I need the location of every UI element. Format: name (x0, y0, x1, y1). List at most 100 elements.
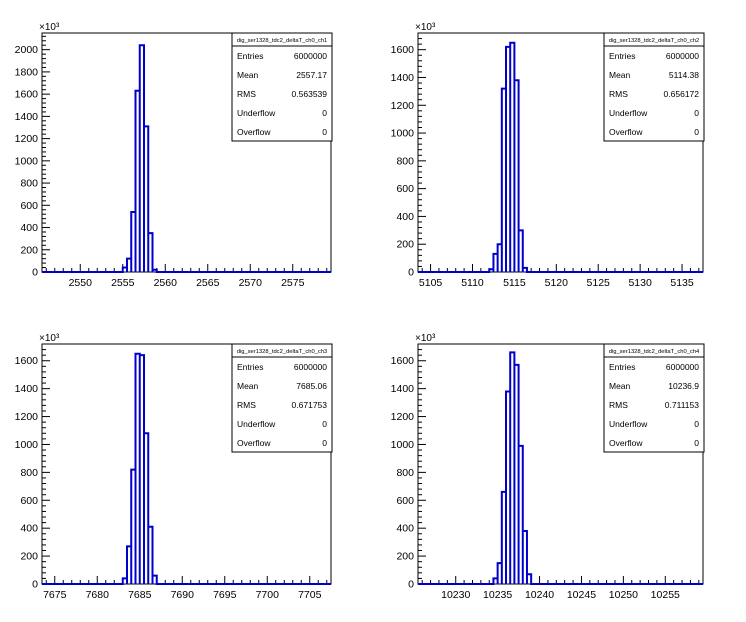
stats-value: 7685.06 (296, 381, 327, 391)
x-tick-label: 5130 (628, 277, 652, 289)
y-exponent-label: ×10³ (39, 333, 60, 344)
stats-value: 0 (322, 127, 327, 137)
x-tick-label: 7705 (298, 589, 322, 601)
stats-box-frame (603, 32, 705, 142)
stats-value: 0 (694, 108, 699, 118)
stats-value: 10236.9 (668, 381, 699, 391)
y-tick-label: 600 (396, 495, 414, 507)
y-exponent-label: ×10³ (415, 22, 436, 33)
stats-label: RMS (609, 400, 628, 410)
histogram-line (418, 351, 703, 585)
stats-box: dig_ser1328_tdc2_deltaT_ch0_ch3 Entries 60… (231, 343, 333, 453)
stats-title: dig_ser1328_tdc2_deltaT_ch0_ch3 (237, 349, 328, 355)
stats-value: 0 (322, 419, 327, 429)
stats-value: 0.671753 (292, 400, 328, 410)
stats-label: Overflow (237, 127, 271, 137)
y-tick-label: 1600 (391, 44, 415, 56)
x-tick-label: 5115 (503, 277, 526, 289)
x-tick-label: 10240 (525, 589, 554, 601)
stats-value: 0 (322, 438, 327, 448)
stats-label: Underflow (609, 419, 648, 429)
x-tick-label: 7685 (128, 589, 152, 601)
stats-value: 0 (694, 438, 699, 448)
x-tick-label: 7680 (86, 589, 110, 601)
x-tick-label: 2575 (281, 277, 305, 289)
stats-label: Overflow (609, 438, 643, 448)
y-tick-label: 400 (20, 222, 38, 234)
y-tick-label: 600 (20, 495, 38, 507)
y-tick-label: 1200 (15, 411, 39, 423)
y-tick-label: 1400 (15, 111, 39, 123)
x-tick-label: 2560 (154, 277, 178, 289)
y-tick-label: 1200 (391, 411, 415, 423)
y-tick-label: 0 (408, 579, 414, 591)
y-tick-label: 1800 (15, 66, 39, 78)
stats-label: Mean (609, 70, 631, 80)
x-tick-label: 5110 (461, 277, 484, 289)
stats-label: Entries (609, 51, 635, 61)
y-tick-label: 600 (396, 183, 414, 195)
y-tick-label: 800 (20, 178, 38, 190)
y-tick-label: 1000 (391, 439, 415, 451)
stats-label: Underflow (237, 419, 276, 429)
y-exponent-label: ×10³ (39, 22, 60, 33)
y-tick-label: 0 (32, 579, 38, 591)
stats-value: 0 (322, 108, 327, 118)
histogram-line (418, 41, 703, 273)
x-tick-label: 7700 (256, 589, 280, 601)
stats-label: Entries (237, 51, 263, 61)
y-tick-label: 1600 (391, 355, 415, 367)
y-tick-label: 1400 (391, 383, 415, 395)
histogram-panel-1: 0 200 400 600 800 1000 1200 1400 1600 1800 2000 255… (15, 22, 333, 289)
histogram-panel-4: 0 200 400 600 800 1000 1200 1400 1600 10230 10235 1… (391, 333, 705, 601)
y-tick-label: 800 (396, 467, 414, 479)
x-tick-label: 10255 (651, 589, 680, 601)
stats-title: dig_ser1328_tdc2_deltaT_ch0_ch2 (609, 38, 700, 44)
x-tick-label: 5120 (545, 277, 569, 289)
y-tick-label: 800 (396, 155, 414, 167)
stats-box-frame (231, 343, 333, 453)
stats-title: dig_ser1328_tdc2_deltaT_ch0_ch1 (237, 38, 328, 44)
x-tick-label: 5105 (419, 277, 443, 289)
y-tick-label: 1400 (391, 72, 415, 84)
histogram-panel-3: 0 200 400 600 800 1000 1200 1400 1600 7675 7680 768… (15, 333, 333, 601)
stats-value: 0.711153 (665, 400, 699, 410)
stats-label: Mean (237, 70, 259, 80)
x-tick-label: 7675 (43, 589, 67, 601)
stats-value: 0 (694, 127, 699, 137)
stats-value: 6000000 (666, 362, 699, 372)
y-tick-label: 400 (20, 523, 38, 535)
x-tick-label: 5135 (670, 277, 694, 289)
y-tick-label: 400 (396, 211, 414, 223)
y-tick-label: 0 (32, 267, 38, 279)
stats-value: 0 (694, 419, 699, 429)
y-exponent-label: ×10³ (415, 333, 436, 344)
y-tick-label: 1600 (15, 89, 39, 101)
stats-value: 0.563539 (292, 89, 328, 99)
stats-box: dig_ser1328_tdc2_deltaT_ch0_ch2 Entries 60… (603, 32, 705, 142)
stats-label: Underflow (237, 108, 276, 118)
stats-value: 6000000 (294, 362, 327, 372)
x-tick-label: 2565 (196, 277, 220, 289)
y-tick-label: 1000 (15, 155, 39, 167)
y-tick-label: 800 (20, 467, 38, 479)
y-tick-label: 1400 (15, 383, 39, 395)
stats-label: RMS (609, 89, 628, 99)
stats-value: 0.656172 (664, 89, 700, 99)
y-tick-label: 200 (396, 551, 414, 563)
stats-label: Mean (609, 381, 631, 391)
y-tick-label: 200 (396, 239, 414, 251)
stats-label: Entries (609, 362, 635, 372)
x-tick-label: 10250 (609, 589, 638, 601)
stats-label: RMS (237, 89, 256, 99)
stats-value: 5114.38 (669, 70, 699, 80)
x-tick-label: 10230 (441, 589, 470, 601)
x-tick-label: 2550 (69, 277, 93, 289)
stats-value: 6000000 (666, 51, 699, 61)
y-tick-label: 1200 (15, 133, 39, 145)
stats-value: 2557.17 (296, 70, 327, 80)
stats-value: 6000000 (294, 51, 327, 61)
y-tick-label: 0 (408, 267, 414, 279)
x-tick-label: 5125 (587, 277, 611, 289)
